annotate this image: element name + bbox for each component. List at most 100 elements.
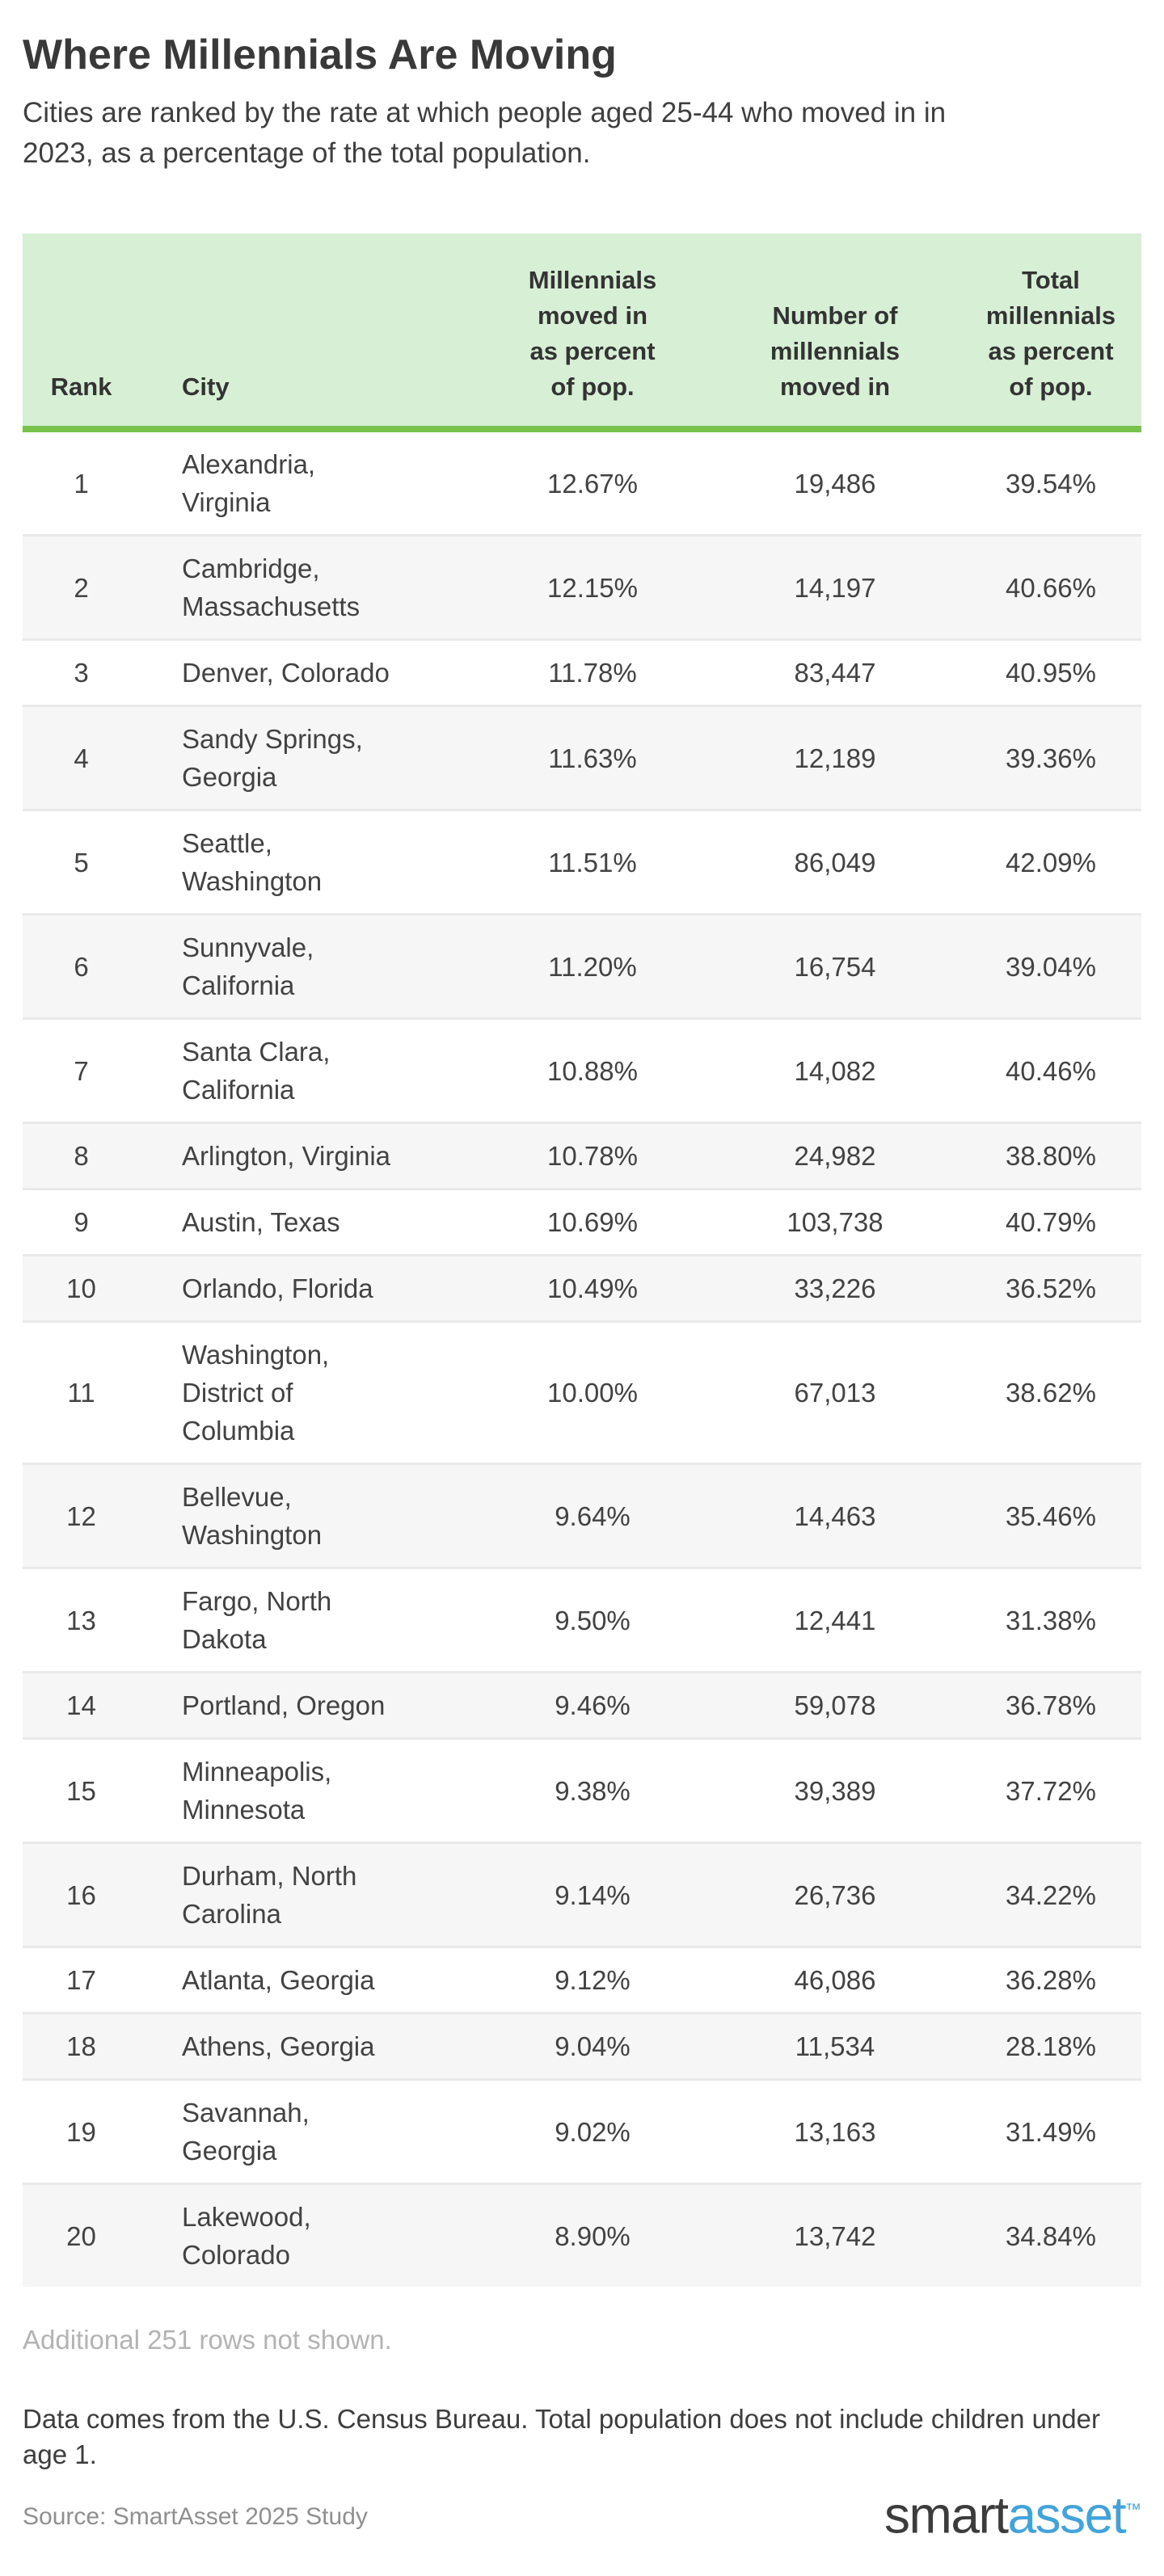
cell-pct-moved-in: 11.51% bbox=[548, 847, 637, 878]
cell-rank: 10 bbox=[66, 1273, 96, 1303]
cell-rank: 13 bbox=[66, 1605, 96, 1635]
table-row: 19 Savannah, Georgia 9.02% 13,163 31.49% bbox=[23, 2079, 1141, 2184]
cell-pct-moved-in: 8.90% bbox=[555, 2220, 630, 2251]
cell-total-percent: 35.46% bbox=[1006, 1501, 1096, 1531]
cell-city: Seattle, Washington bbox=[182, 828, 323, 896]
cell-pct-moved-in: 9.14% bbox=[555, 1879, 630, 1910]
cell-number-moved-in: 13,742 bbox=[794, 2220, 876, 2251]
cell-total-percent: 38.62% bbox=[1006, 1378, 1096, 1408]
cell-total-percent: 37.72% bbox=[1006, 1775, 1096, 1806]
cell-rank: 1 bbox=[74, 468, 89, 499]
cell-rank: 4 bbox=[74, 743, 89, 773]
cell-rank: 11 bbox=[67, 1378, 95, 1408]
cell-total-percent: 36.78% bbox=[1006, 1690, 1096, 1720]
cell-number-moved-in: 12,189 bbox=[794, 743, 876, 773]
cell-number-moved-in: 67,013 bbox=[794, 1378, 876, 1408]
column-header-number-moved-in: Number of millennials moved in bbox=[710, 234, 960, 432]
cell-city: Athens, Georgia bbox=[182, 2031, 375, 2061]
cell-rank: 9 bbox=[74, 1207, 89, 1237]
cell-rank: 16 bbox=[66, 1879, 96, 1910]
table-header: Rank City Millennials moved in as percen… bbox=[23, 234, 1141, 432]
cell-rank: 17 bbox=[66, 1965, 96, 1995]
cell-number-moved-in: 13,163 bbox=[794, 2116, 876, 2147]
cell-total-percent: 40.66% bbox=[1006, 572, 1096, 603]
cell-pct-moved-in: 9.50% bbox=[555, 1605, 630, 1635]
cell-number-moved-in: 24,982 bbox=[794, 1141, 876, 1171]
cell-pct-moved-in: 9.46% bbox=[555, 1690, 630, 1720]
cell-city: Alexandria, Virginia bbox=[182, 449, 316, 517]
cell-total-percent: 31.38% bbox=[1006, 1605, 1096, 1635]
cell-city: Durham, North Carolina bbox=[182, 1861, 357, 1929]
cell-total-percent: 40.46% bbox=[1006, 1055, 1096, 1086]
column-header-rank: Rank bbox=[23, 234, 140, 432]
cell-rank: 3 bbox=[74, 658, 89, 688]
cell-pct-moved-in: 9.64% bbox=[555, 1501, 630, 1531]
cell-number-moved-in: 12,441 bbox=[794, 1605, 876, 1635]
table-row: 6 Sunnyvale, California 11.20% 16,754 39.04% bbox=[23, 914, 1141, 1019]
column-header-total-millennials: Total millennials as percent of pop. bbox=[960, 234, 1141, 432]
cell-total-percent: 42.09% bbox=[1006, 847, 1096, 878]
cell-city: Sunnyvale, California bbox=[182, 932, 314, 1000]
cell-number-moved-in: 46,086 bbox=[794, 1965, 876, 1995]
cell-number-moved-in: 103,738 bbox=[787, 1207, 884, 1237]
additional-rows-note: Additional 251 rows not shown. bbox=[23, 2325, 392, 2355]
cell-number-moved-in: 19,486 bbox=[794, 468, 876, 499]
source-credit: Source: SmartAsset 2025 Study bbox=[23, 2503, 368, 2531]
cell-total-percent: 38.80% bbox=[1006, 1141, 1096, 1171]
table-row: 8 Arlington, Virginia 10.78% 24,982 38.80% bbox=[23, 1122, 1141, 1189]
table-row: 16 Durham, North Carolina 9.14% 26,736 34.22… bbox=[23, 1842, 1141, 1947]
cell-rank: 8 bbox=[74, 1141, 89, 1171]
table-row: 14 Portland, Oregon 9.46% 59,078 36.78% bbox=[23, 1672, 1141, 1739]
cell-city: Portland, Oregon bbox=[182, 1690, 386, 1720]
cell-rank: 20 bbox=[66, 2220, 96, 2251]
column-header-city: City bbox=[140, 234, 475, 432]
cell-pct-moved-in: 9.04% bbox=[555, 2031, 630, 2061]
cell-pct-moved-in: 10.69% bbox=[547, 1207, 638, 1237]
cell-total-percent: 40.79% bbox=[1006, 1207, 1096, 1237]
data-source-note: Data comes from the U.S. Census Bureau. … bbox=[23, 2404, 1101, 2469]
cell-total-percent: 28.18% bbox=[1006, 2031, 1096, 2061]
footer: Source: SmartAsset 2025 Study smartasset… bbox=[23, 2484, 1141, 2540]
cell-pct-moved-in: 12.15% bbox=[547, 572, 638, 603]
page-subtitle: Cities are ranked by the rate at which p… bbox=[23, 97, 947, 169]
cell-rank: 14 bbox=[66, 1690, 96, 1720]
table-row: 15 Minneapolis, Minnesota 9.38% 39,389 37.72… bbox=[23, 1738, 1141, 1843]
cell-pct-moved-in: 10.78% bbox=[547, 1141, 638, 1171]
table-row: 1 Alexandria, Virginia 12.67% 19,486 39.54% bbox=[23, 429, 1141, 536]
page-title: Where Millennials Are Moving bbox=[23, 32, 617, 78]
cell-pct-moved-in: 11.20% bbox=[548, 951, 637, 982]
cell-number-moved-in: 33,226 bbox=[794, 1273, 876, 1303]
column-header-pct-moved-in: Millennials moved in as percent of pop. bbox=[475, 234, 710, 432]
cell-number-moved-in: 83,447 bbox=[794, 658, 876, 688]
cell-rank: 15 bbox=[66, 1775, 96, 1806]
cell-total-percent: 39.04% bbox=[1006, 951, 1096, 982]
cell-pct-moved-in: 9.38% bbox=[555, 1775, 630, 1806]
cell-city: Lakewood, Colorado bbox=[182, 2202, 311, 2270]
table-row: 9 Austin, Texas 10.69% 103,738 40.79% bbox=[23, 1189, 1141, 1256]
table-row: 17 Atlanta, Georgia 9.12% 46,086 36.28% bbox=[23, 1947, 1141, 2014]
cell-number-moved-in: 14,463 bbox=[794, 1501, 876, 1531]
table-row: 11 Washington, District of Columbia 10.00%… bbox=[23, 1321, 1141, 1464]
cell-rank: 19 bbox=[66, 2116, 96, 2147]
cell-pct-moved-in: 9.02% bbox=[555, 2116, 630, 2147]
cell-city: Savannah, Georgia bbox=[182, 2098, 310, 2166]
cell-pct-moved-in: 11.78% bbox=[548, 658, 637, 688]
cell-city: Orlando, Florida bbox=[182, 1273, 373, 1303]
cell-total-percent: 34.84% bbox=[1006, 2220, 1096, 2251]
table-row: 13 Fargo, North Dakota 9.50% 12,441 31.38% bbox=[23, 1568, 1141, 1673]
cell-city: Sandy Springs, Georgia bbox=[182, 724, 363, 792]
cell-pct-moved-in: 9.12% bbox=[555, 1965, 630, 1995]
cell-total-percent: 31.49% bbox=[1006, 2116, 1096, 2147]
smartasset-logo: smartasset™ bbox=[884, 2484, 1141, 2540]
cell-rank: 6 bbox=[74, 951, 89, 982]
trademark-symbol: ™ bbox=[1125, 2501, 1141, 2519]
logo-text-asset: asset bbox=[1007, 2486, 1127, 2544]
cell-city: Cambridge, Massachusetts bbox=[182, 554, 361, 621]
cell-city: Fargo, North Dakota bbox=[182, 1586, 332, 1654]
cell-rank: 5 bbox=[74, 847, 89, 878]
cell-total-percent: 40.95% bbox=[1006, 658, 1096, 688]
cell-number-moved-in: 39,389 bbox=[794, 1775, 876, 1806]
cell-pct-moved-in: 10.00% bbox=[547, 1378, 638, 1408]
cell-number-moved-in: 26,736 bbox=[794, 1879, 876, 1910]
cell-rank: 2 bbox=[74, 572, 89, 603]
